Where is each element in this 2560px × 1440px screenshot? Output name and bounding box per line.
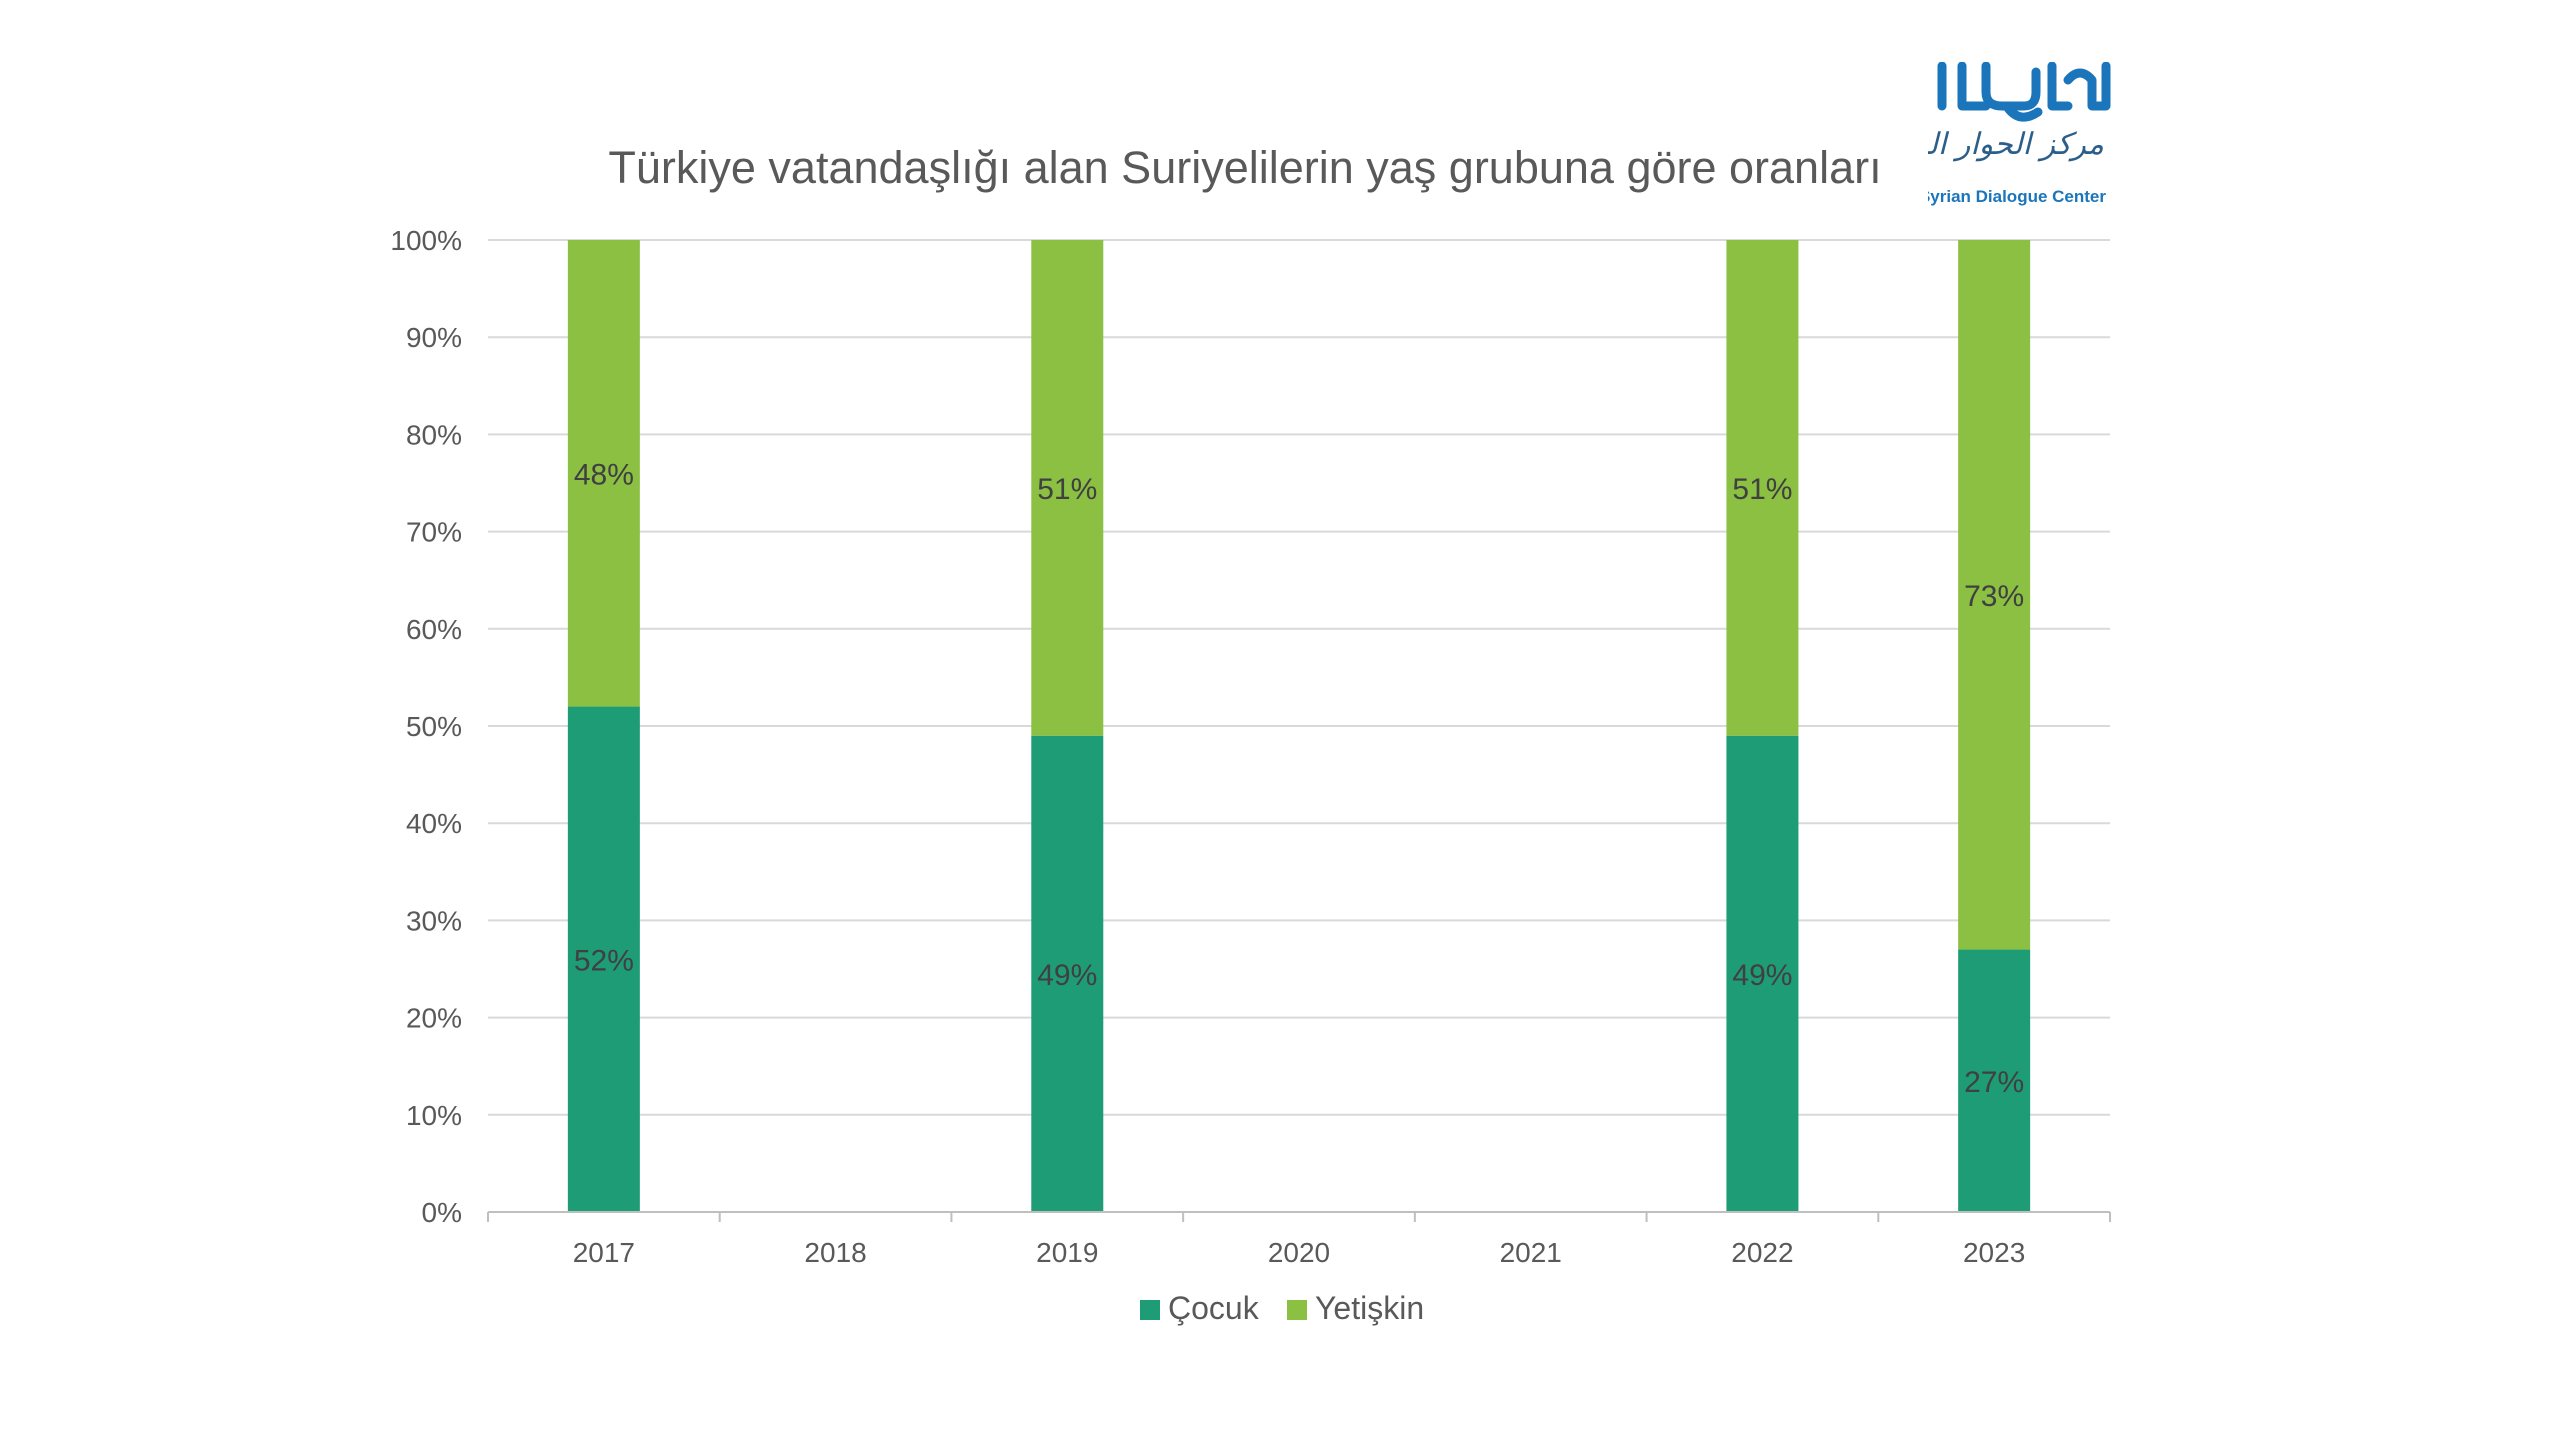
logo-icon: مركز الحوار السوري Syrian Dialogue Cente… (1849, 61, 2111, 206)
grid-lines (488, 239, 2110, 1116)
data-label: 48% (574, 458, 634, 491)
data-label: 51% (1037, 473, 1097, 506)
x-tick-label: 2018 (804, 1237, 866, 1268)
legend-swatch (1140, 1300, 1160, 1320)
axes: 0% 10% 20% 30% 40% 50% 60% 70% 80% 90% 100% 2017 201… (390, 225, 2111, 1268)
y-tick-label: 100% (390, 225, 462, 256)
y-tick-label: 10% (406, 1100, 462, 1131)
data-label: 27% (1964, 1066, 2024, 1099)
y-tick-label: 60% (406, 614, 462, 645)
y-tick-label: 50% (406, 711, 462, 742)
data-label: 49% (1037, 959, 1097, 992)
data-label: 51% (1732, 473, 1792, 506)
data-label: 73% (1964, 580, 2024, 613)
y-tick-label: 80% (406, 419, 462, 450)
legend-swatch (1287, 1300, 1307, 1320)
syrian-dialogue-center-logo: مركز الحوار السوري Syrian Dialogue Cente… (1849, 61, 2118, 212)
y-tick-label: 20% (406, 1003, 462, 1034)
legend-label: Yetişkin (1315, 1290, 1424, 1326)
bar-segment-cocuk (1726, 735, 1799, 1212)
bars: 52% 48% 49% 51% 49% 51% 27% 73% (567, 240, 2031, 1212)
data-label: 49% (1732, 959, 1792, 992)
logo-english-name: Syrian Dialogue Center (1928, 187, 2106, 206)
x-tick-label: 2022 (1731, 1237, 1793, 1268)
x-tick-label: 2021 (1500, 1237, 1562, 1268)
bar-segment-cocuk (1958, 949, 2031, 1212)
x-tick-label: 2019 (1036, 1237, 1098, 1268)
bar-segment-yetiskin (567, 240, 640, 707)
chart-title: Türkiye vatandaşlığı alan Suriyelilerin … (608, 142, 1881, 193)
x-tick-label: 2023 (1963, 1237, 2025, 1268)
bar-segment-yetiskin (1958, 240, 2031, 950)
y-tick-label: 40% (406, 808, 462, 839)
data-label: 52% (574, 944, 634, 977)
bar-segment-cocuk (1031, 735, 1104, 1212)
bar-segment-yetiskin (1031, 240, 1104, 736)
y-tick-label: 0% (422, 1197, 462, 1228)
legend-label: Çocuk (1168, 1290, 1260, 1326)
y-tick-label: 90% (406, 322, 462, 353)
bar-segment-yetiskin (1726, 240, 1799, 736)
y-tick-label: 30% (406, 905, 462, 936)
x-tick-label: 2020 (1268, 1237, 1330, 1268)
bar-segment-cocuk (567, 706, 640, 1212)
y-tick-label: 70% (406, 517, 462, 548)
logo-arabic-name: مركز الحوار السوري (1928, 127, 2104, 162)
legend: Çocuk Yetişkin (1140, 1290, 1424, 1326)
x-tick-label: 2017 (573, 1237, 635, 1268)
